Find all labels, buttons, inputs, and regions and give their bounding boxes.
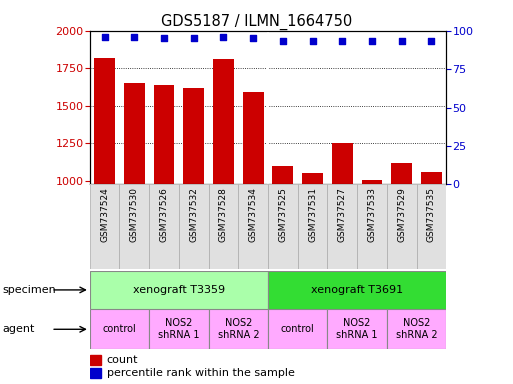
Point xyxy=(101,34,109,40)
Point xyxy=(190,35,198,41)
Text: percentile rank within the sample: percentile rank within the sample xyxy=(107,368,294,378)
Text: control: control xyxy=(103,324,136,334)
Bar xyxy=(179,184,209,269)
Text: NOS2
shRNA 2: NOS2 shRNA 2 xyxy=(396,318,438,340)
Text: GDS5187 / ILMN_1664750: GDS5187 / ILMN_1664750 xyxy=(161,13,352,30)
Bar xyxy=(417,184,446,269)
Bar xyxy=(154,84,174,184)
Bar xyxy=(421,172,442,184)
Point xyxy=(308,38,317,45)
Point xyxy=(160,35,168,41)
Text: GSM737531: GSM737531 xyxy=(308,187,317,242)
Bar xyxy=(268,271,446,309)
Bar xyxy=(272,166,293,184)
Text: GSM737529: GSM737529 xyxy=(397,187,406,242)
Text: GSM737534: GSM737534 xyxy=(249,187,258,242)
Text: GSM737535: GSM737535 xyxy=(427,187,436,242)
Bar xyxy=(387,309,446,349)
Bar xyxy=(94,58,115,184)
Bar xyxy=(209,184,239,269)
Bar xyxy=(90,184,120,269)
Text: control: control xyxy=(281,324,314,334)
Text: GSM737528: GSM737528 xyxy=(219,187,228,242)
Bar xyxy=(90,309,149,349)
Bar xyxy=(90,271,268,309)
Bar xyxy=(243,92,264,184)
Text: NOS2
shRNA 1: NOS2 shRNA 1 xyxy=(337,318,378,340)
Bar xyxy=(209,309,268,349)
Bar xyxy=(149,184,179,269)
Bar xyxy=(327,309,387,349)
Bar xyxy=(90,368,101,378)
Text: GSM737533: GSM737533 xyxy=(367,187,377,242)
Bar xyxy=(268,184,298,269)
Text: xenograft T3691: xenograft T3691 xyxy=(311,285,403,295)
Bar xyxy=(332,143,353,184)
Point xyxy=(130,34,139,40)
Bar xyxy=(357,184,387,269)
Bar xyxy=(120,184,149,269)
Bar xyxy=(90,355,101,365)
Point xyxy=(368,38,376,45)
Text: specimen: specimen xyxy=(3,285,56,295)
Text: agent: agent xyxy=(3,324,35,334)
Bar xyxy=(124,83,145,184)
Text: NOS2
shRNA 2: NOS2 shRNA 2 xyxy=(218,318,259,340)
Text: GSM737525: GSM737525 xyxy=(279,187,287,242)
Text: GSM737524: GSM737524 xyxy=(100,187,109,242)
Bar xyxy=(183,88,204,184)
Text: GSM737532: GSM737532 xyxy=(189,187,198,242)
Point xyxy=(427,38,436,45)
Text: count: count xyxy=(107,355,138,365)
Bar xyxy=(327,184,357,269)
Bar xyxy=(149,309,209,349)
Bar xyxy=(268,309,327,349)
Point xyxy=(220,34,228,40)
Text: xenograft T3359: xenograft T3359 xyxy=(133,285,225,295)
Point xyxy=(338,38,346,45)
Bar xyxy=(239,184,268,269)
Point xyxy=(249,35,258,41)
Bar xyxy=(213,59,234,184)
Bar xyxy=(302,173,323,184)
Point xyxy=(279,38,287,45)
Point xyxy=(398,38,406,45)
Bar xyxy=(298,184,327,269)
Text: GSM737530: GSM737530 xyxy=(130,187,139,242)
Bar xyxy=(362,180,382,184)
Text: GSM737526: GSM737526 xyxy=(160,187,169,242)
Text: NOS2
shRNA 1: NOS2 shRNA 1 xyxy=(158,318,200,340)
Bar xyxy=(391,162,412,184)
Bar xyxy=(387,184,417,269)
Text: GSM737527: GSM737527 xyxy=(338,187,347,242)
